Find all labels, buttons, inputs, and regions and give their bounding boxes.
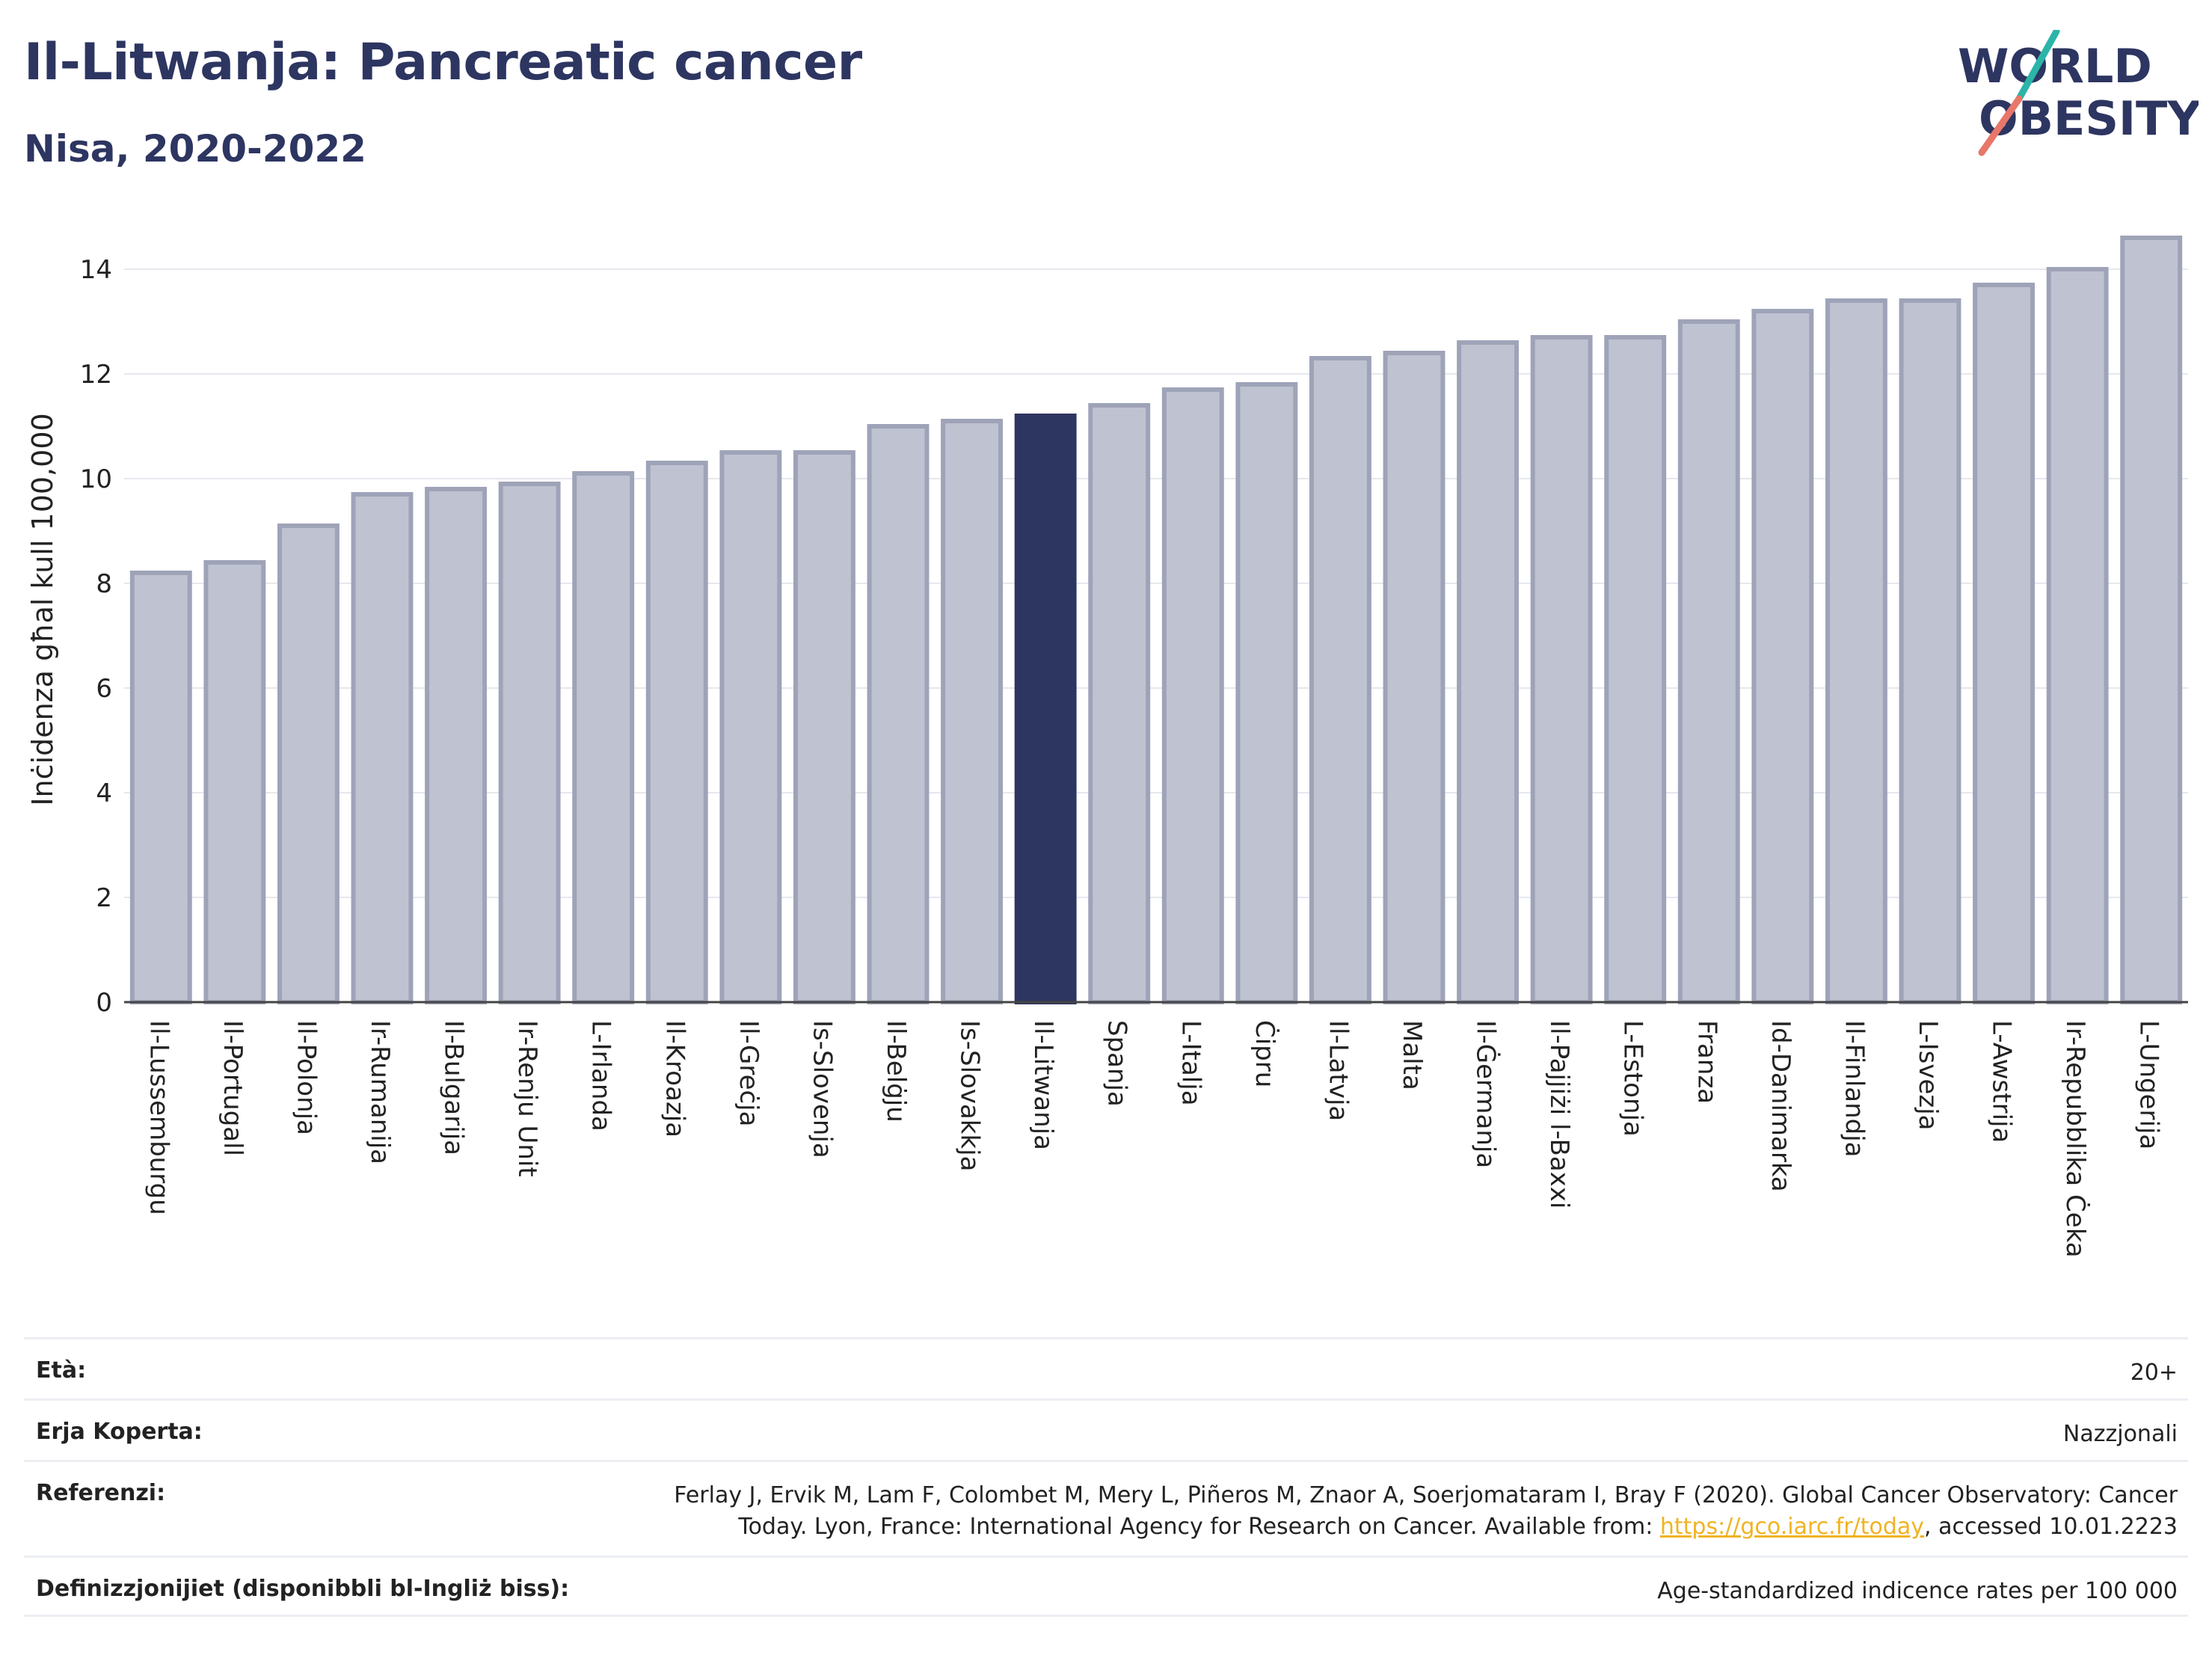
x-tick-label: Il-Kroazja — [660, 1020, 689, 1137]
x-tick-label: Il-Pajjiżi l-Baxxi — [1544, 1020, 1574, 1209]
references-link[interactable]: https://gco.iarc.fr/today — [1659, 1514, 1925, 1540]
x-tick-label: Ir-Rumanija — [365, 1020, 395, 1164]
y-tick-label: 14 — [80, 255, 112, 285]
logo-slash-coral — [1978, 95, 2023, 156]
y-tick-label: 12 — [80, 360, 112, 390]
y-tick-label: 10 — [80, 464, 112, 494]
bar — [1457, 340, 1520, 1004]
references-label: Referenzi: — [36, 1480, 166, 1506]
x-tick-label: Ir-Repubblika Ċeka — [2060, 1020, 2091, 1258]
x-tick-label: Il-Finlandja — [1839, 1020, 1869, 1158]
bar — [1825, 298, 1887, 1004]
y-tick-label: 4 — [96, 779, 112, 808]
logo-text-world: WORLD — [1958, 39, 2152, 93]
meta-row-definitions: Definizzjonijiet (disponibbli bl-Ingliż … — [24, 1556, 2188, 1617]
x-tick-label: Il-Bulgarija — [439, 1020, 469, 1155]
x-tick-label: Ir-Renju Unit — [512, 1020, 542, 1177]
meta-row-coverage: Erja Koperta: Nazzjonali — [24, 1398, 2188, 1460]
coverage-label: Erja Koperta: — [36, 1419, 203, 1445]
x-tick-label: Ċipru — [1250, 1020, 1280, 1087]
x-tick-label: L-Ungerija — [2134, 1020, 2164, 1149]
bar — [1383, 351, 1446, 1004]
bar — [1677, 319, 1740, 1004]
definitions-label: Definizzjonijiet (disponibbli bl-Ingliż … — [36, 1576, 570, 1602]
y-axis-label: Inċidenza għal kull 100,000 — [26, 413, 59, 805]
bar — [277, 523, 340, 1004]
y-tick-label: 0 — [96, 988, 112, 1018]
bar — [1973, 283, 2036, 1004]
bar — [645, 461, 708, 1004]
references-line2-pre: Today. Lyon, France: International Agenc… — [738, 1514, 1660, 1540]
bar-chart: 0 2 4 6 8 10 12 14 Inċidenza għal kull 100,000 Il… — [26, 236, 2188, 1258]
bar — [793, 450, 855, 1004]
bar — [1309, 356, 1371, 1004]
bar — [572, 471, 635, 1004]
age-value: 20+ — [2130, 1360, 2178, 1386]
x-tick-label: Il-Ġermanja — [1471, 1020, 1502, 1168]
world-obesity-logo: WORLD OBESITY — [1958, 30, 2199, 156]
page-title: Il-Litwanja: Pancreatic cancer — [24, 33, 862, 92]
x-tick-label: L-Estonja — [1618, 1020, 1648, 1137]
bar — [1235, 382, 1298, 1004]
bar — [1161, 387, 1224, 1004]
logo-slash-teal — [2015, 30, 2060, 102]
coverage-value: Nazzjonali — [2062, 1421, 2178, 1447]
y-tick-label: 2 — [96, 883, 112, 913]
y-tick-label: 8 — [96, 569, 112, 599]
references-line2-post: , accessed 10.01.2223 — [1924, 1514, 2178, 1540]
bar — [203, 560, 266, 1004]
meta-row-age: Età: 20+ — [24, 1337, 2188, 1398]
x-tick-label: Il-Belġju — [881, 1020, 911, 1123]
bar — [719, 450, 782, 1004]
x-tick-label: L-Awstrija — [1987, 1020, 2017, 1143]
x-tick-label: Il-Polonja — [291, 1020, 321, 1135]
bar — [867, 424, 930, 1004]
bar — [425, 487, 488, 1004]
x-tick-label: Is-Slovakkja — [955, 1020, 985, 1171]
bar — [2046, 267, 2109, 1004]
bar — [2120, 236, 2183, 1004]
x-tick-label: L-Isvezja — [1913, 1020, 1943, 1131]
page-subtitle: Nisa, 2020-2022 — [24, 127, 366, 171]
x-tick-label: Il-Litwanja — [1028, 1020, 1058, 1150]
bar — [498, 482, 561, 1004]
meta-row-references: Referenzi: Ferlay J, Ervik M, Lam F, Col… — [24, 1460, 2188, 1556]
bar — [1899, 298, 1961, 1004]
x-tick-label: L-Italja — [1176, 1020, 1205, 1106]
x-tick-label: Malta — [1397, 1020, 1427, 1090]
bar — [129, 571, 192, 1004]
metadata-table: Età: 20+ Erja Koperta: Nazzjonali Refere… — [24, 1337, 2188, 1617]
bar — [351, 492, 414, 1004]
bar — [1530, 335, 1593, 1004]
references-value: Ferlay J, Ervik M, Lam F, Colombet M, Me… — [674, 1480, 2188, 1543]
y-tick-label: 6 — [96, 674, 112, 704]
x-tick-label: Il-Latvja — [1323, 1020, 1353, 1121]
bar — [941, 419, 1004, 1004]
references-line1: Ferlay J, Ervik M, Lam F, Colombet M, Me… — [674, 1482, 2178, 1508]
bar — [1088, 403, 1151, 1004]
bar — [1014, 414, 1077, 1004]
x-tick-label: Il-Greċja — [734, 1020, 764, 1126]
x-tick-label: Is-Slovenja — [807, 1020, 837, 1158]
definitions-value: Age-standardized indicence rates per 100… — [1657, 1578, 2178, 1604]
x-tick-label: Franza — [1692, 1020, 1721, 1104]
x-tick-label: Il-Portugall — [218, 1020, 248, 1156]
age-label: Età: — [36, 1357, 87, 1384]
x-tick-label: Id-Danimarka — [1766, 1020, 1795, 1192]
x-tick-label: Il-Lussemburgu — [144, 1020, 173, 1215]
bar — [1604, 335, 1667, 1004]
bar — [1751, 309, 1814, 1004]
x-tick-label: L-Irlanda — [586, 1020, 616, 1132]
x-tick-label: Spanja — [1102, 1020, 1132, 1107]
